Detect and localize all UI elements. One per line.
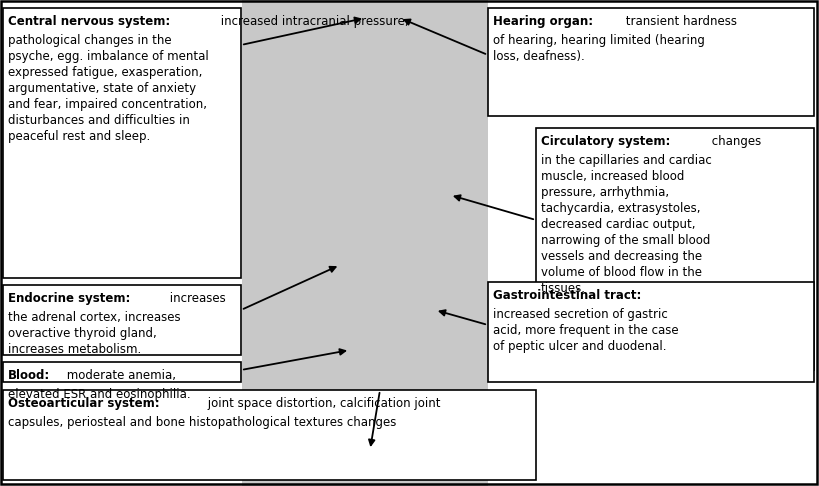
Bar xyxy=(242,0,488,486)
Bar xyxy=(488,8,814,116)
Text: increased intracranial pressure,: increased intracranial pressure, xyxy=(217,15,409,28)
Text: Blood:: Blood: xyxy=(8,369,50,382)
Text: Hearing organ:: Hearing organ: xyxy=(493,15,593,28)
Bar xyxy=(3,8,241,278)
Text: increases: increases xyxy=(166,292,226,305)
Text: capsules, periosteal and bone histopathological textures changes: capsules, periosteal and bone histopatho… xyxy=(8,417,396,430)
Bar xyxy=(488,282,814,382)
Text: Endocrine system:: Endocrine system: xyxy=(8,292,130,305)
Text: moderate anemia,: moderate anemia, xyxy=(62,369,175,382)
Text: Gastrointestinal tract:: Gastrointestinal tract: xyxy=(493,289,641,302)
Text: transient hardness: transient hardness xyxy=(622,15,737,28)
Bar xyxy=(3,390,536,480)
Bar xyxy=(3,285,241,355)
Text: the adrenal cortex, increases
overactive thyroid gland,
increases metabolism.: the adrenal cortex, increases overactive… xyxy=(8,312,181,356)
Text: changes: changes xyxy=(708,135,761,148)
Bar xyxy=(536,128,814,370)
Bar xyxy=(3,362,241,382)
Text: Central nervous system:: Central nervous system: xyxy=(8,15,170,28)
Text: increased secretion of gastric
acid, more frequent in the case
of peptic ulcer a: increased secretion of gastric acid, mor… xyxy=(493,309,679,353)
Text: Circulatory system:: Circulatory system: xyxy=(541,135,671,148)
Text: joint space distortion, calcification joint: joint space distortion, calcification jo… xyxy=(204,397,440,410)
Text: of hearing, hearing limited (hearing
loss, deafness).: of hearing, hearing limited (hearing los… xyxy=(493,35,705,63)
Text: in the capillaries and cardiac
muscle, increased blood
pressure, arrhythmia,
tac: in the capillaries and cardiac muscle, i… xyxy=(541,155,712,295)
Text: pathological changes in the
psyche, egg. imbalance of mental
expressed fatigue, : pathological changes in the psyche, egg.… xyxy=(8,35,209,143)
Text: Osteoarticular system:: Osteoarticular system: xyxy=(8,397,160,410)
Text: elevated ESR and eosinophilia.: elevated ESR and eosinophilia. xyxy=(8,388,191,401)
